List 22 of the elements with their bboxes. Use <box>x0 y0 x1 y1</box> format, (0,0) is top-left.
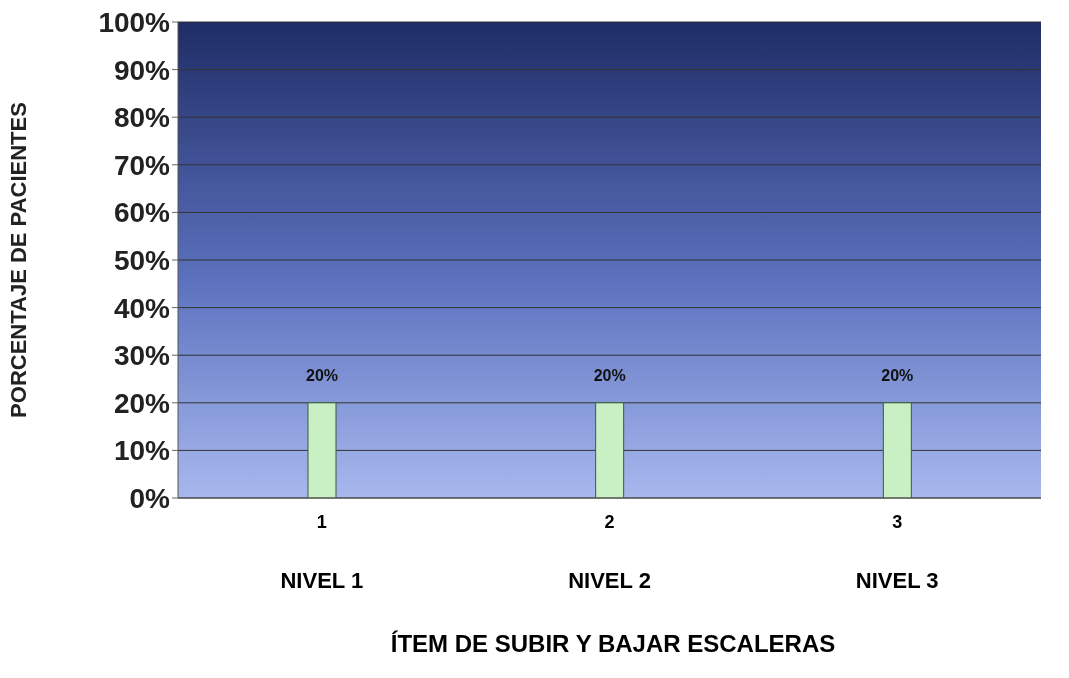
y-tick-label: 80% <box>113 102 171 134</box>
data-label: 20% <box>881 366 914 384</box>
y-tick-label: 20% <box>113 387 171 419</box>
data-label: 20% <box>593 366 626 384</box>
x-axis-title: ÍTEM DE SUBIR Y BAJAR ESCALERAS <box>389 630 837 658</box>
y-axis-title: PORCENTAJE DE PACIENTES <box>5 102 31 418</box>
x-tick-label: 2 <box>604 512 615 532</box>
y-tick-label: 30% <box>113 340 171 372</box>
y-tick-label: 70% <box>113 149 171 181</box>
y-tick-label: 60% <box>113 197 171 229</box>
y-tick-label: 100% <box>98 6 171 38</box>
y-tick-label: 10% <box>113 435 171 467</box>
y-tick-label: 50% <box>113 244 171 276</box>
x-tick-label: 3 <box>892 512 903 532</box>
text: NIVEL 1 <box>280 568 364 593</box>
y-tick-label: 90% <box>113 54 171 86</box>
y-tick-label: 40% <box>113 292 171 324</box>
y-tick-label: 0% <box>129 482 171 514</box>
text: NIVEL 2 <box>568 568 651 593</box>
x-tick-label: 1 <box>316 512 327 532</box>
data-label: 20% <box>305 366 339 384</box>
text: NIVEL 3 <box>855 568 939 593</box>
